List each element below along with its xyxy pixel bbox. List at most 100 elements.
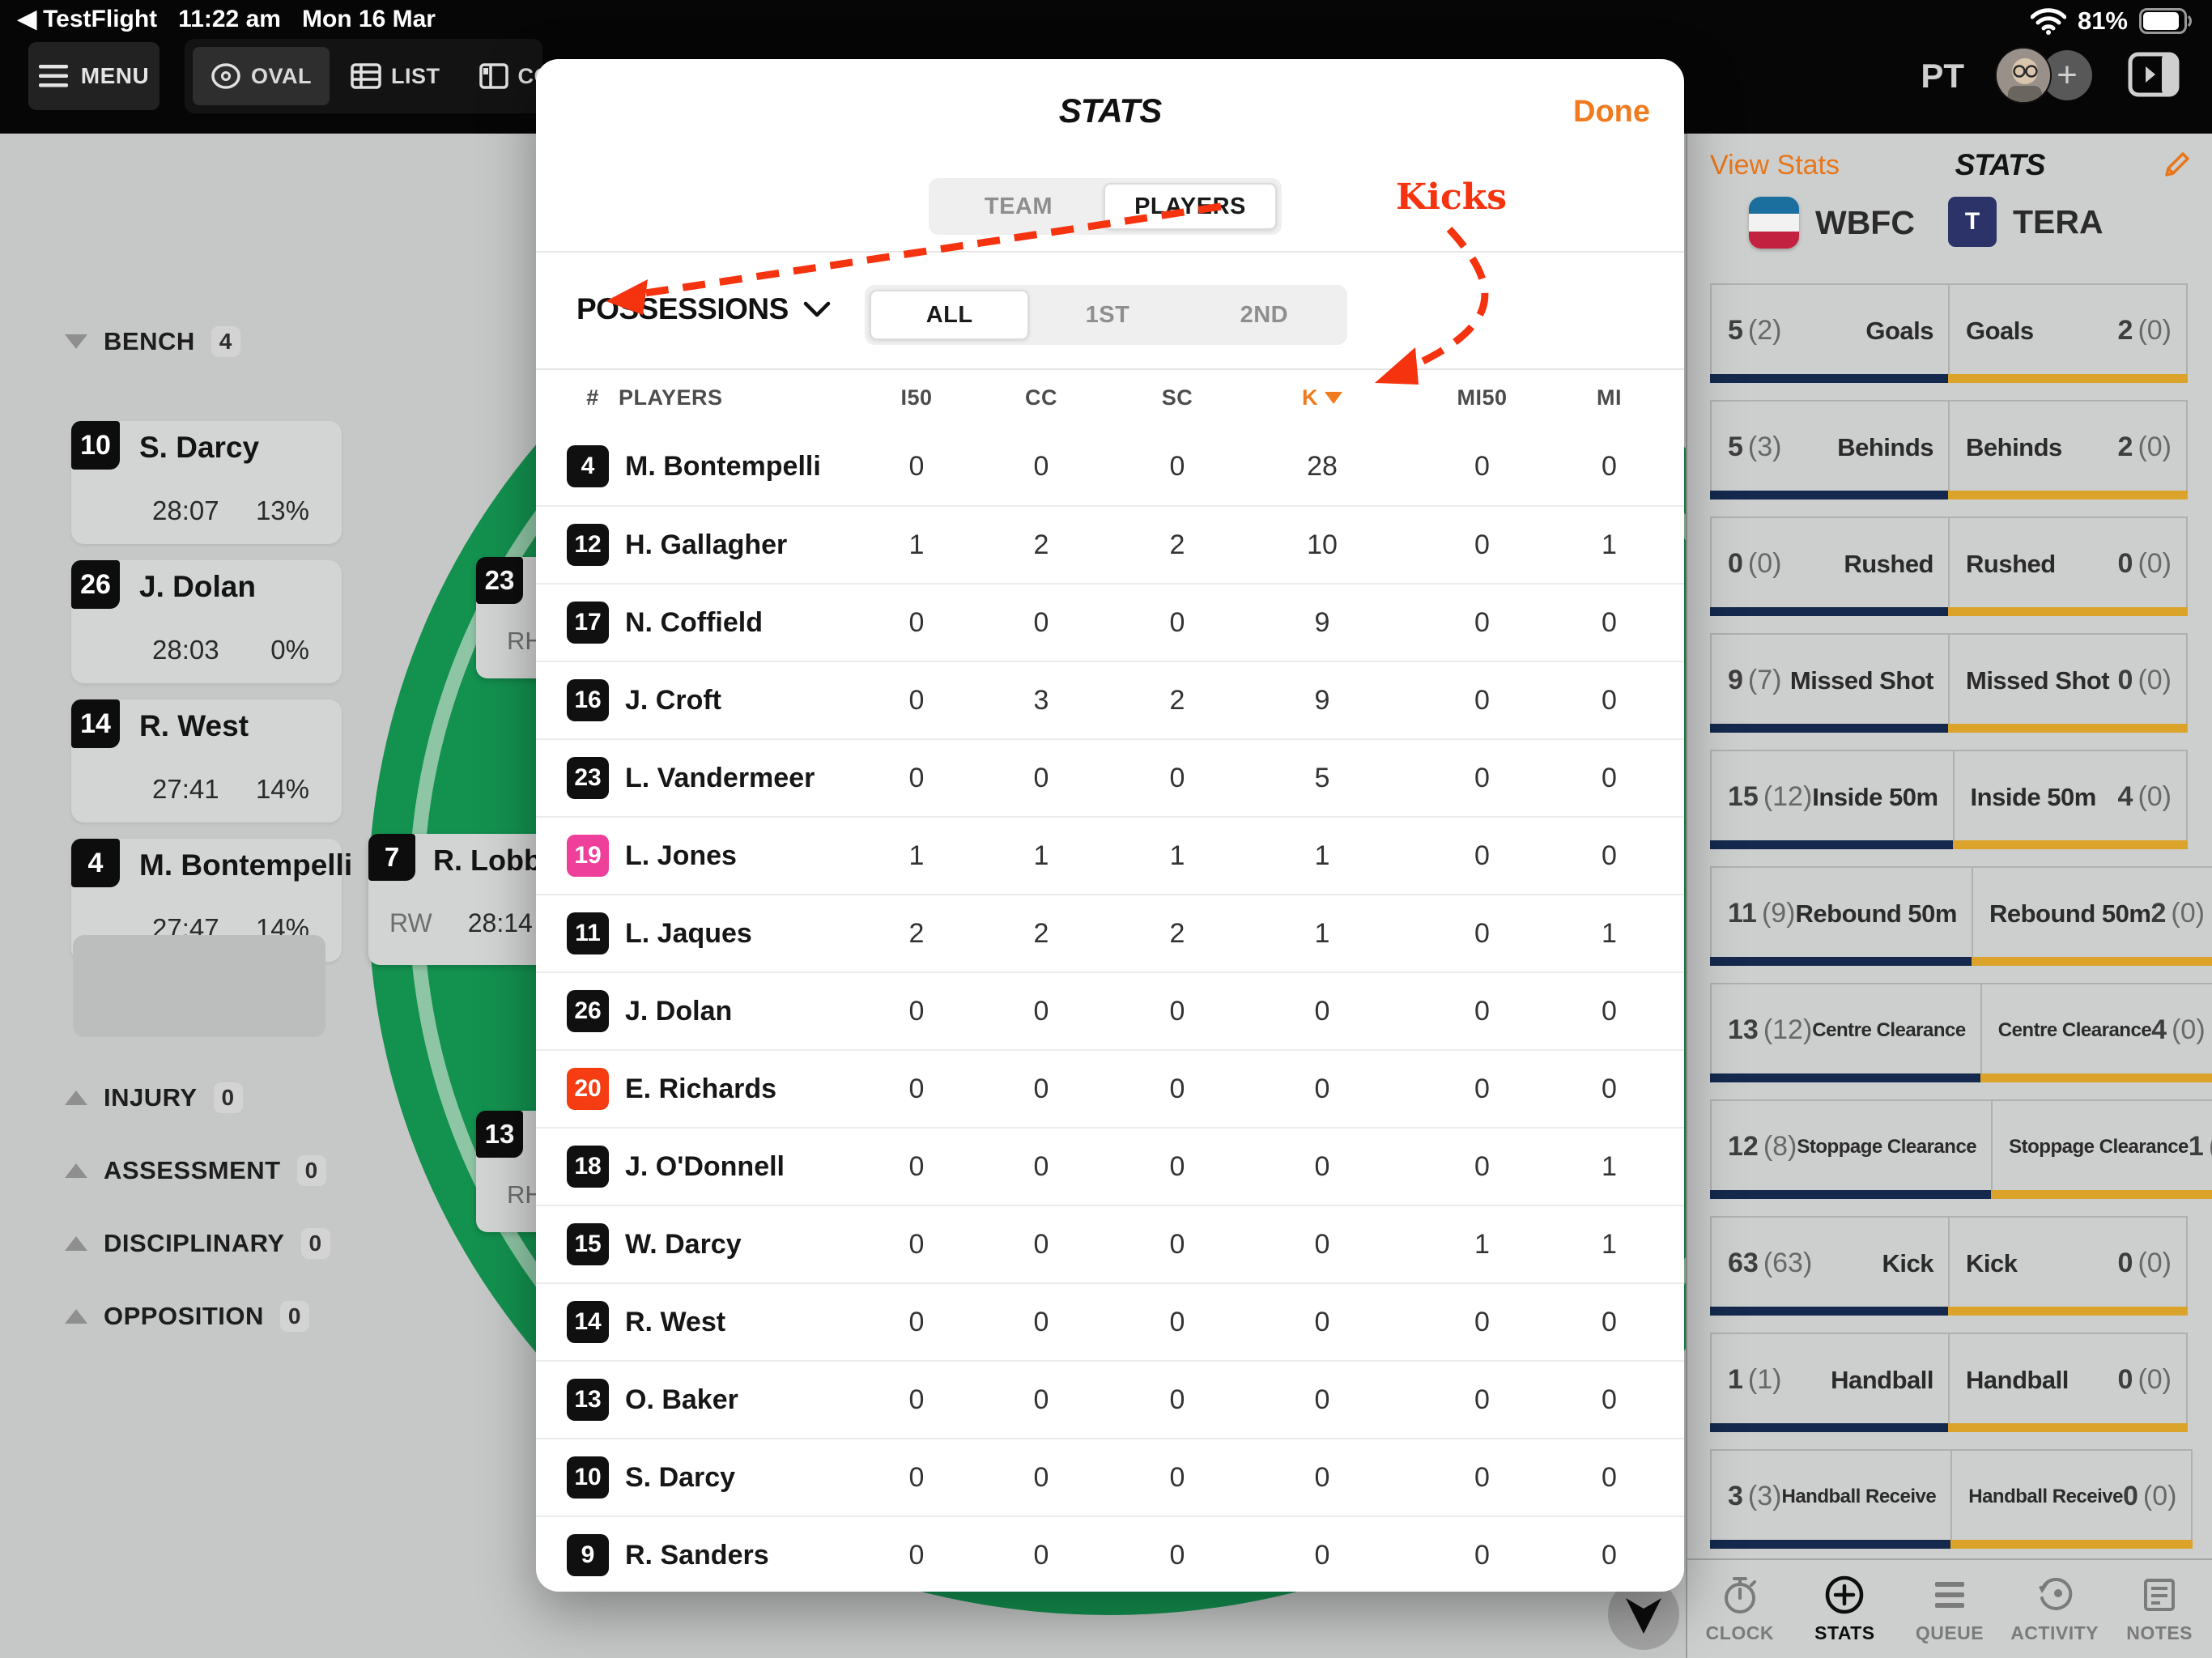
stat-label: Behinds: [1966, 432, 2062, 461]
stat-category-dropdown[interactable]: POSSESSIONS: [576, 292, 831, 326]
table-row[interactable]: 23 L. Vandermeer 0 0 0 5 0 0: [536, 738, 1684, 816]
table-row[interactable]: 11 L. Jaques 2 2 2 1 0 1: [536, 894, 1684, 971]
section-label: OPPOSITION: [104, 1302, 264, 1330]
table-row[interactable]: 17 N. Coffield 0 0 0 9 0 0: [536, 583, 1684, 661]
player-name: J. O'Donnell: [625, 1150, 785, 1182]
home-total: 12: [1728, 1131, 1759, 1162]
done-button[interactable]: Done: [1573, 95, 1650, 129]
back-to-testflight[interactable]: ◀ TestFlight: [18, 5, 157, 33]
stat-cc: 0: [1033, 450, 1049, 482]
stat-label: Missed Shot: [1966, 665, 2110, 695]
add-button[interactable]: +: [2042, 50, 2092, 100]
tab-all[interactable]: ALL: [870, 290, 1030, 340]
table-row[interactable]: 13 O. Baker 0 0 0 0 0 0: [536, 1360, 1684, 1438]
toolbar-activity[interactable]: ACTIVITY: [2002, 1560, 2108, 1658]
table-row[interactable]: 9 R. Sanders 0 0 0 0 0 0: [536, 1516, 1684, 1592]
away-sub: (0): [2138, 315, 2172, 346]
team-stat-row[interactable]: 13 (12) Centre Clearance Centre Clearance…: [1710, 983, 2212, 1082]
away-stat-value: 0 (0): [2118, 665, 2172, 696]
tab-1st[interactable]: 1ST: [1085, 301, 1130, 328]
player-name: J. Dolan: [625, 995, 733, 1027]
stat-i50: 0: [908, 995, 925, 1027]
col-mi[interactable]: MI: [1597, 385, 1622, 410]
stat-cc: 0: [1033, 1228, 1049, 1260]
view-tab-list[interactable]: LIST: [333, 47, 458, 105]
table-row[interactable]: 15 W. Darcy 0 0 0 0 1 1: [536, 1205, 1684, 1282]
player-number-chip: 9: [567, 1534, 609, 1576]
team-stat-row[interactable]: 5 (3) Behinds Behinds 2 (0): [1710, 400, 2188, 500]
status-bar: ◀ TestFlight 11:22 am Mon 16 Mar: [18, 5, 436, 33]
table-row[interactable]: 26 J. Dolan 0 0 0 0 0 0: [536, 971, 1684, 1049]
sidebar-section-header[interactable]: ASSESSMENT 0: [0, 1155, 330, 1186]
stat-sc: 0: [1169, 762, 1185, 793]
sidebar-section-header[interactable]: INJURY 0: [0, 1082, 330, 1113]
status-date: Mon 16 Mar: [301, 5, 436, 32]
stat-sc: 2: [1169, 917, 1185, 949]
toolbar-label: QUEUE: [1915, 1622, 1984, 1643]
team-stat-row[interactable]: 5 (2) Goals Goals 2 (0): [1710, 283, 2188, 383]
team-stat-row[interactable]: 9 (7) Missed Shot Missed Shot 0 (0): [1710, 633, 2188, 733]
bench-player-card[interactable]: 10 S. Darcy 28:07 13%: [71, 421, 342, 544]
team-stat-row[interactable]: 12 (8) Stoppage Clearance Stoppage Cleara…: [1710, 1099, 2212, 1199]
sidebar-section-header[interactable]: OPPOSITION 0: [0, 1301, 330, 1332]
panel-toggle-button[interactable]: [2128, 52, 2180, 101]
stat-label: Stoppage Clearance: [1797, 1135, 1977, 1158]
table-row[interactable]: 20 E. Richards 0 0 0 0 0 0: [536, 1049, 1684, 1127]
team-stat-row[interactable]: 63 (63) Kick Kick 0 (0): [1710, 1216, 2188, 1316]
player-number-chip: 12: [567, 524, 609, 566]
sidebar-sections: INJURY 0 ASSESSMENT 0 DISCIPLINARY 0 OPP…: [0, 1082, 330, 1374]
bench-player-card[interactable]: 14 R. West 27:41 14%: [71, 699, 342, 823]
sidebar-section-header[interactable]: DISCIPLINARY 0: [0, 1228, 330, 1259]
view-stats-link[interactable]: View Stats: [1710, 149, 1840, 181]
tab-players[interactable]: PLAYERS: [1104, 183, 1277, 230]
chevron-down-icon: [803, 301, 831, 317]
home-stat-box: 3 (3) Handball Receive: [1710, 1449, 1953, 1549]
bench-section-header[interactable]: BENCH 4: [0, 326, 240, 357]
stat-mi: 1: [1602, 1150, 1617, 1182]
col-sc[interactable]: SC: [1161, 385, 1193, 410]
home-color-bar: [1710, 1307, 1950, 1316]
toolbar-queue[interactable]: QUEUE: [1897, 1560, 2002, 1658]
stat-mi: 1: [1602, 1228, 1617, 1260]
view-tab-oval[interactable]: OVAL: [193, 47, 330, 105]
col-k-sorted[interactable]: K: [1245, 385, 1399, 410]
stat-k: 0: [1314, 1461, 1330, 1493]
player-number-chip: 18: [567, 1146, 609, 1188]
bench-player-card[interactable]: 26 J. Dolan 28:03 0%: [71, 560, 342, 683]
edit-pencil-icon[interactable]: [2160, 149, 2193, 181]
table-row[interactable]: 12 H. Gallagher 1 2 2 10 0 1: [536, 505, 1684, 583]
table-row[interactable]: 10 S. Darcy 0 0 0 0 0 0: [536, 1438, 1684, 1516]
table-row[interactable]: 18 J. O'Donnell 0 0 0 0 0 1: [536, 1127, 1684, 1205]
stat-label: Handball Receive: [1968, 1485, 2123, 1507]
player-number-chip: 16: [567, 679, 609, 721]
team-stat-row[interactable]: 1 (1) Handball Handball 0 (0): [1710, 1333, 2188, 1432]
table-row[interactable]: 4 M. Bontempelli 0 0 0 28 0 0: [536, 427, 1684, 505]
toolbar-stats[interactable]: STATS: [1793, 1560, 1898, 1658]
home-stat-box: 12 (8) Stoppage Clearance: [1710, 1099, 1993, 1199]
avatar[interactable]: [1995, 47, 2052, 104]
player-number-chip: 10: [567, 1456, 609, 1499]
menu-button[interactable]: MENU: [28, 42, 160, 110]
table-row[interactable]: 19 L. Jones 1 1 1 1 0 0: [536, 816, 1684, 894]
team-stat-row[interactable]: 3 (3) Handball Receive Handball Receive 0…: [1710, 1449, 2193, 1549]
player-name: E. Richards: [625, 1073, 777, 1104]
col-mi50[interactable]: MI50: [1457, 385, 1508, 410]
stat-sc: 1: [1169, 840, 1185, 871]
stat-label: Centre Clearance: [1997, 1018, 2152, 1041]
away-stat-value: 4 (0): [2151, 1014, 2205, 1046]
toolbar-notes[interactable]: NOTES: [2107, 1560, 2212, 1658]
col-i50[interactable]: I50: [900, 385, 933, 410]
section-label: DISCIPLINARY: [104, 1229, 285, 1257]
bench-sidebar: BENCH 4 10 S. Darcy 28:07 13% 26 J. Dola…: [0, 134, 368, 1658]
table-row[interactable]: 16 J. Croft 0 3 2 9 0 0: [536, 661, 1684, 738]
col-cc[interactable]: CC: [1025, 385, 1057, 410]
team-stat-row[interactable]: 11 (9) Rebound 50m Rebound 50m 2 (0): [1710, 866, 2212, 966]
toolbar-clock[interactable]: CLOCK: [1687, 1560, 1793, 1658]
team-stat-row[interactable]: 15 (12) Inside 50m Inside 50m 4 (0): [1710, 750, 2188, 849]
tab-2nd[interactable]: 2ND: [1240, 301, 1289, 328]
table-row[interactable]: 14 R. West 0 0 0 0 0 0: [536, 1282, 1684, 1360]
team-stat-row[interactable]: 0 (0) Rushed Rushed 0 (0): [1710, 517, 2188, 616]
user-initials: PT: [1921, 57, 1964, 95]
tab-team[interactable]: TEAM: [984, 193, 1053, 219]
home-stat-value: 0 (0): [1728, 548, 1781, 580]
